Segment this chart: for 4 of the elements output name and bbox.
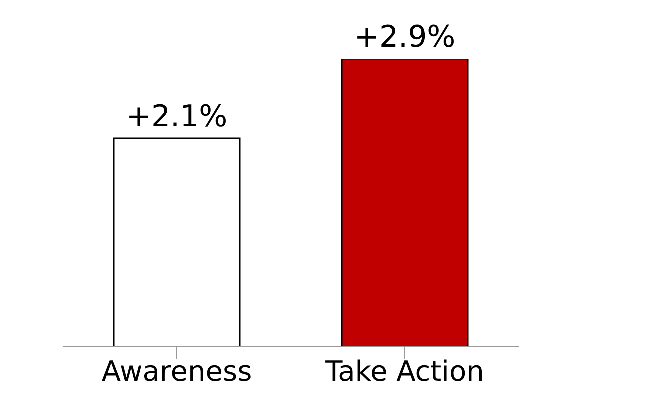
x-tick-label: Awareness — [102, 354, 252, 388]
data-label: +2.1% — [126, 99, 228, 134]
data-label: +2.9% — [354, 20, 456, 55]
x-tick-label: Take Action — [324, 354, 484, 388]
